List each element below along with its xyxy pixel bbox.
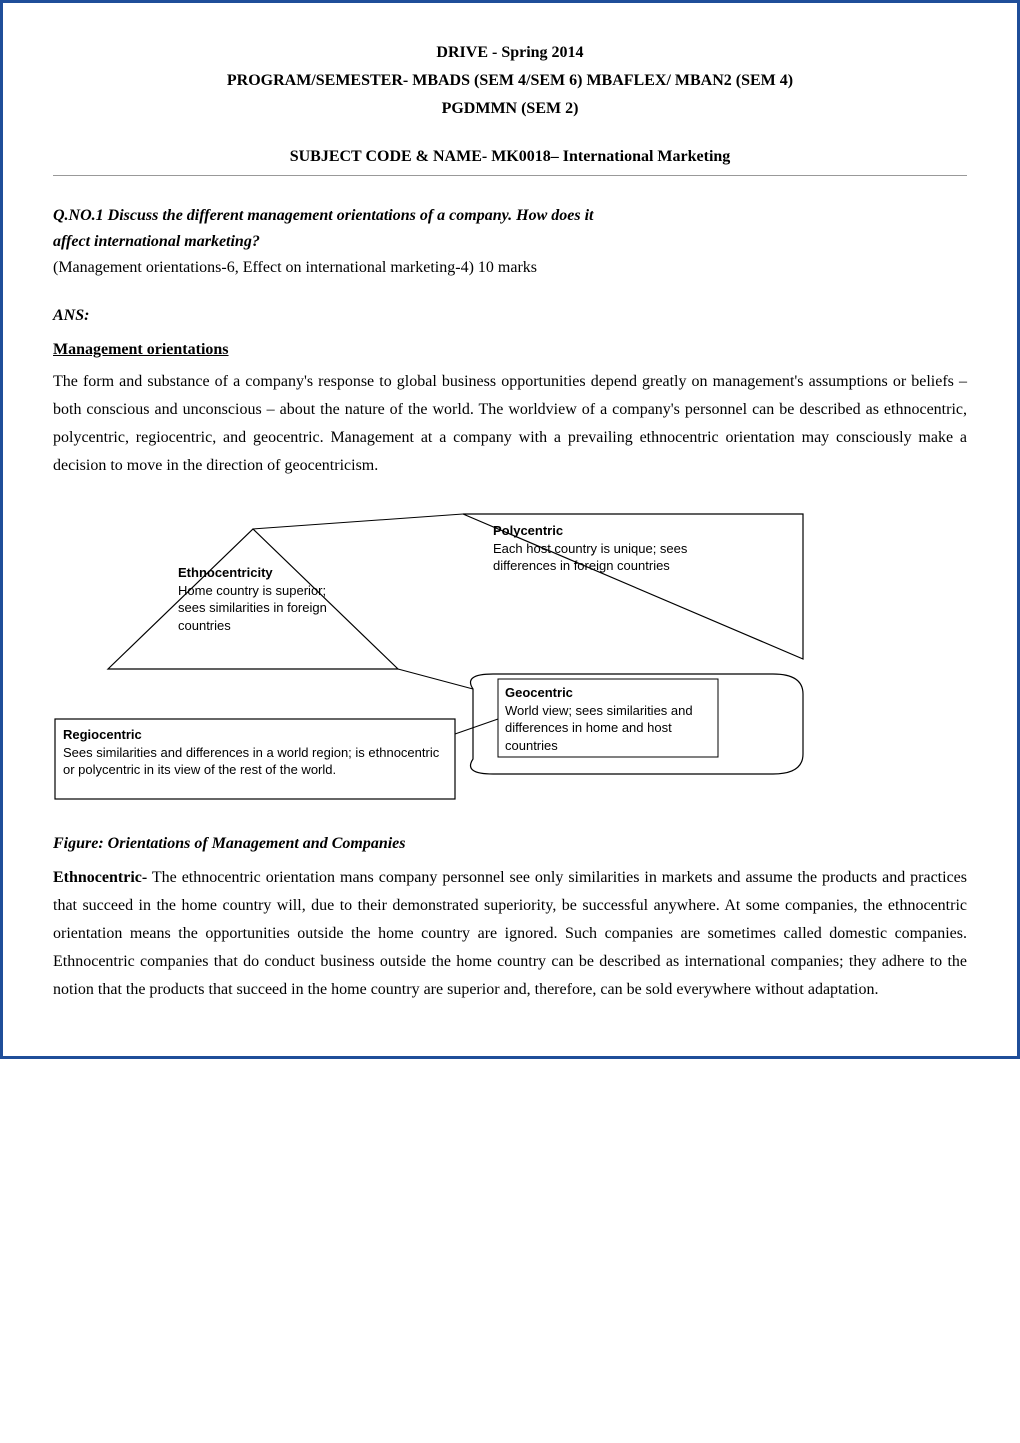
figure-caption: Figure: Orientations of Management and C… [53,832,967,856]
question-line-1: Q.NO.1 Discuss the different management … [53,204,967,228]
ethnocentric-text: The ethnocentric orientation mans compan… [53,869,967,998]
regiocentric-desc: Sees similarities and differences in a w… [63,744,448,779]
regiocentric-title: Regiocentric [63,726,448,744]
ethnocentric-label: Ethnocentric- [53,869,147,886]
ethnocentric-paragraph: Ethnocentric- The ethnocentric orientati… [53,864,967,1004]
geocentric-box: Geocentric World view; sees similarities… [505,684,710,754]
orientations-diagram: Ethnocentricity Home country is superior… [53,494,833,814]
program-line-2: PGDMMN (SEM 2) [53,97,967,121]
ethnocentricity-title: Ethnocentricity [178,564,348,582]
regiocentric-box: Regiocentric Sees similarities and diffe… [63,726,448,779]
question-line-2: affect international marketing? [53,230,967,254]
polycentric-desc: Each host country is unique; sees differ… [493,540,703,575]
ethnocentricity-box: Ethnocentricity Home country is superior… [178,564,348,634]
answer-label: ANS: [53,304,967,328]
geocentric-title: Geocentric [505,684,710,702]
intro-paragraph: The form and substance of a company's re… [53,368,967,480]
section-heading: Management orientations [53,338,967,362]
marks-line: (Management orientations-6, Effect on in… [53,256,967,280]
program-line-1: PROGRAM/SEMESTER- MBADS (SEM 4/SEM 6) MB… [53,69,967,93]
subject-line: SUBJECT CODE & NAME- MK0018– Internation… [290,148,731,165]
document-header: DRIVE - Spring 2014 PROGRAM/SEMESTER- MB… [53,41,967,121]
ethnocentricity-desc: Home country is superior; sees similarit… [178,582,348,635]
drive-line: DRIVE - Spring 2014 [53,41,967,65]
geocentric-desc: World view; sees similarities and differ… [505,702,710,755]
subject-wrapper: SUBJECT CODE & NAME- MK0018– Internation… [53,145,967,176]
connector-line-1 [253,514,463,529]
connector-line-3 [398,669,473,689]
connector-line-2 [455,719,498,734]
polycentric-title: Polycentric [493,522,703,540]
polycentric-box: Polycentric Each host country is unique;… [493,522,703,575]
